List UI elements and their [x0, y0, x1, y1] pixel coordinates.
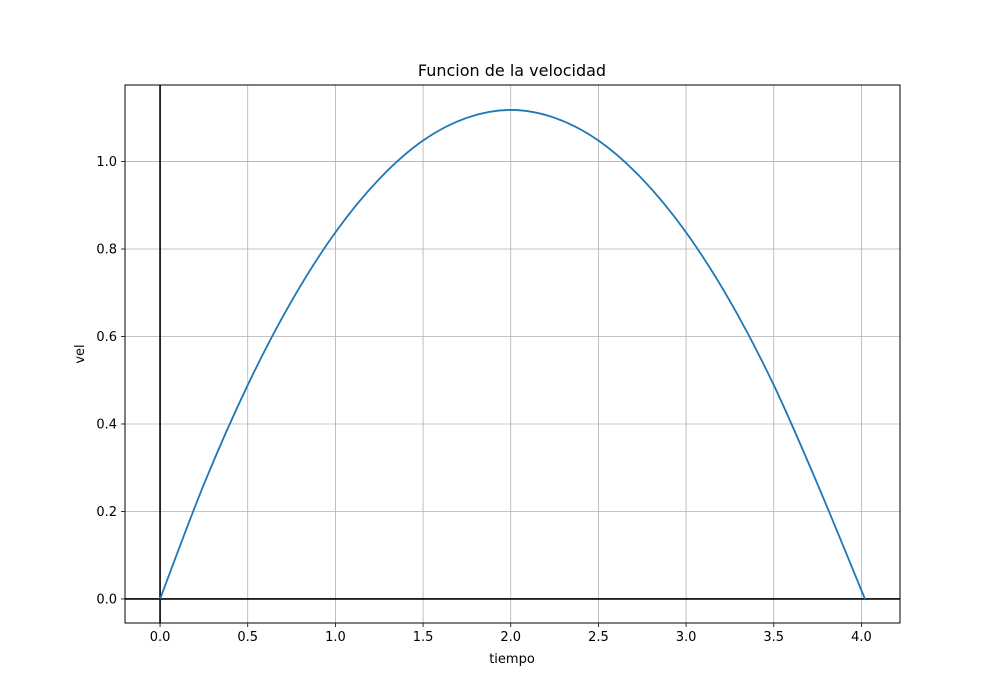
y-tick-label: 1.0: [96, 155, 117, 170]
grid: [125, 85, 900, 623]
y-tick-label: 0.0: [96, 592, 117, 607]
x-tick-label: 2.0: [500, 630, 521, 645]
x-tick-label: 2.5: [588, 630, 609, 645]
y-axis-ticks: 0.0 0.2 0.4 0.6 0.8 1.0: [96, 155, 125, 607]
x-tick-label: 3.5: [763, 630, 784, 645]
x-tick-label: 0.0: [150, 630, 171, 645]
series-layer: [159, 109, 866, 600]
x-axis-ticks: 0.0 0.5 1.0 1.5 2.0 2.5 3.0 3.5 4.0: [150, 623, 872, 645]
y-axis-label: vel: [73, 344, 88, 363]
reference-lines: [125, 85, 900, 623]
x-axis-label: tiempo: [489, 652, 535, 667]
y-tick-label: 0.6: [96, 330, 117, 345]
chart-title: Funcion de la velocidad: [418, 61, 606, 80]
y-tick-label: 0.8: [96, 243, 117, 258]
x-tick-label: 3.0: [676, 630, 697, 645]
x-tick-label: 4.0: [851, 630, 872, 645]
x-tick-label: 0.5: [237, 630, 258, 645]
x-tick-label: 1.5: [413, 630, 434, 645]
x-tick-label: 1.0: [325, 630, 346, 645]
velocity-series-line: [159, 109, 866, 600]
y-tick-label: 0.4: [96, 417, 117, 432]
plot-frame: [124, 84, 901, 624]
y-tick-label: 0.2: [96, 505, 117, 520]
